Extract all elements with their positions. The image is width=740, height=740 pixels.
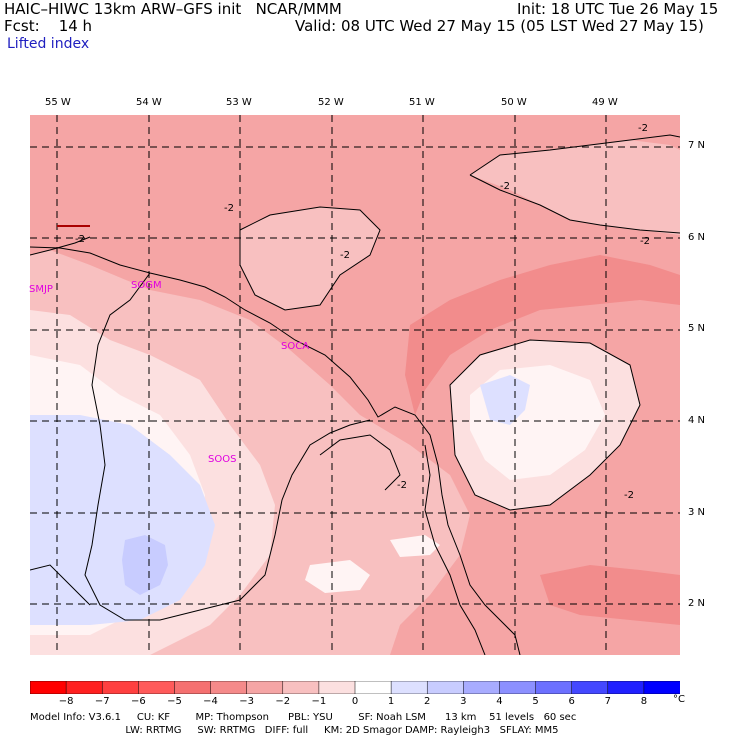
colorbar-tick-label: −1	[311, 696, 327, 707]
colorbar-tick-label: −7	[94, 696, 110, 707]
colorbar-tick-label: 8	[640, 696, 648, 707]
colorbar-swatch	[354, 681, 392, 694]
colorbar-tick-label: −5	[167, 696, 182, 707]
field-region-light-ne	[470, 140, 680, 235]
colorbar-swatch	[643, 681, 680, 694]
colorbar-tick-label: 5	[532, 696, 539, 707]
colorbar-tick-label: −2	[275, 696, 291, 707]
field-region-white-s1	[305, 560, 370, 593]
field-region-white-s2	[390, 535, 440, 557]
init-time: Init: 18 UTC Tue 26 May 15	[517, 0, 719, 18]
border-suriname	[84, 272, 371, 621]
field-region-dark-band	[405, 255, 680, 415]
valid-time: Valid: 08 UTC Wed 27 May 15 (05 LST Wed …	[295, 17, 704, 35]
colorbar-tick-label: 0	[351, 696, 359, 707]
contour-label: -2	[624, 490, 634, 501]
colorbar-tick-label: −3	[239, 696, 255, 707]
colorbar-tick-label: 3	[460, 696, 467, 707]
colorbar-swatch	[318, 681, 356, 694]
lat-label: 7 N	[688, 140, 706, 151]
colorbar-swatch	[426, 681, 465, 694]
lon-label: 55 W	[45, 97, 71, 108]
lat-label: 3 N	[688, 507, 706, 518]
field-region-light-n	[240, 207, 380, 310]
lifted-index-map	[30, 115, 680, 655]
border-brazil	[30, 564, 91, 606]
colorbar-swatch	[138, 681, 176, 694]
forecast-hour: Fcst: 14 h	[4, 17, 93, 35]
colorbar-swatch	[535, 681, 573, 694]
contour-label: -2	[397, 480, 407, 491]
contour-label: -2	[638, 123, 648, 134]
colorbar-swatch	[65, 681, 103, 694]
field-region-positive-e	[480, 375, 530, 425]
field-region-positive-core	[122, 535, 168, 595]
colorbar-swatch	[463, 681, 501, 694]
field-region-positive	[30, 415, 215, 625]
contours	[30, 134, 680, 511]
colorbar	[30, 681, 680, 694]
model-info-line1: Model Info: V3.6.1 CU: KF MP: Thompson P…	[30, 712, 577, 723]
colorbar-tick-label: −4	[203, 696, 218, 707]
contour-label: -2	[340, 250, 350, 261]
station-label: SOCA	[281, 341, 310, 352]
colorbar-swatch	[282, 681, 320, 694]
colorbar-swatch	[30, 681, 67, 694]
colorbar-swatch	[101, 681, 140, 694]
colorbar-swatch	[571, 681, 609, 694]
lon-label: 53 W	[226, 97, 252, 108]
colorbar-swatch	[210, 681, 248, 694]
lat-label: 2 N	[688, 598, 706, 609]
station-label: SMJP	[29, 284, 53, 295]
colorbar-swatch	[607, 681, 645, 694]
colorbar-tick-label: 4	[496, 696, 503, 707]
field-region-dark-se	[540, 565, 680, 625]
model-info-line2: LW: RRTMG SW: RRTMG DIFF: full KM: 2D Sm…	[30, 725, 559, 736]
lon-label: 51 W	[409, 97, 435, 108]
colorbar-unit: °C	[673, 694, 685, 705]
contour-label: -2	[640, 236, 650, 247]
border-oyapock	[424, 444, 486, 655]
colorbar-tick-label: 1	[387, 696, 395, 707]
colorbar-swatch	[390, 681, 428, 694]
lon-label: 50 W	[501, 97, 527, 108]
contour-label: -2	[75, 234, 85, 245]
contour-label: -2	[224, 203, 234, 214]
field-name: Lifted index	[7, 36, 90, 52]
station-label: SOGM	[131, 280, 162, 291]
lon-label: 49 W	[592, 97, 618, 108]
colorbar-swatch	[499, 681, 537, 694]
coastline	[30, 246, 521, 655]
colorbar-tick-label: 7	[604, 696, 611, 707]
lat-label: 5 N	[688, 323, 706, 334]
colorbar-swatch	[174, 681, 212, 694]
lon-label: 52 W	[318, 97, 344, 108]
lon-label: 54 W	[136, 97, 162, 108]
colorbar-swatch	[246, 681, 284, 694]
lat-label: 4 N	[688, 415, 706, 426]
colorbar-tick-label: −6	[130, 696, 146, 707]
contour-label: -2	[500, 181, 510, 192]
colorbar-tick-label: 6	[568, 696, 575, 707]
model-title: HAIC–HIWC 13km ARW–GFS init NCAR/MMM	[4, 0, 342, 18]
colorbar-tick-label: 2	[424, 696, 431, 707]
colorbar-tick-label: −8	[58, 696, 74, 707]
station-label: SOOS	[208, 454, 237, 465]
lat-label: 6 N	[688, 232, 706, 243]
